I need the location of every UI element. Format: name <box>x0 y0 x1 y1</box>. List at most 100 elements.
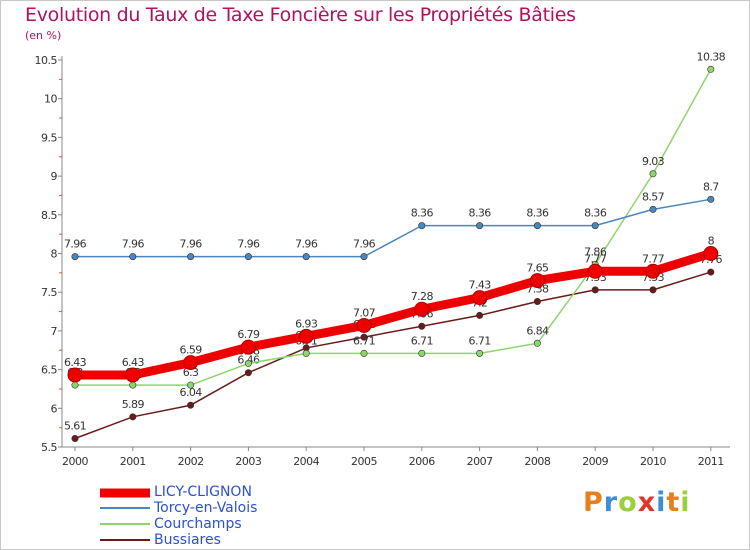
x-tick-label: 2000 <box>62 455 88 468</box>
data-point-licy-clignon <box>645 263 661 279</box>
data-label-torcy-en-valois: 8.36 <box>469 207 492 220</box>
data-point-bussiares <box>418 322 426 330</box>
legend-item-courchamps: Courchamps <box>100 516 257 532</box>
data-label-courchamps: 7.86 <box>584 245 607 258</box>
data-point-bussiares <box>649 286 657 294</box>
chart-title: Evolution du Taux de Taxe Foncière sur l… <box>25 4 576 26</box>
series-line-licy-clignon <box>75 249 713 380</box>
data-label-torcy-en-valois: 8.7 <box>703 180 719 193</box>
data-point-bussiares <box>591 286 599 294</box>
series-line-torcy-en-valois <box>75 198 711 258</box>
data-point-bussiares <box>476 311 484 319</box>
data-point-torcy-en-valois <box>591 222 599 230</box>
data-point-courchamps <box>360 349 368 357</box>
data-label-licy-clignon: 6.59 <box>180 344 203 357</box>
data-point-torcy-en-valois <box>129 253 137 261</box>
data-label-courchamps: 6.71 <box>469 334 491 347</box>
data-label-licy-clignon: 7.77 <box>584 252 607 265</box>
legend-label-bussiares: Bussiares <box>154 532 221 548</box>
data-label-torcy-en-valois: 8.36 <box>584 207 607 220</box>
legend-label-licy-clignon: LICY-CLIGNON <box>154 484 252 500</box>
data-label-bussiares: 5.89 <box>122 398 145 411</box>
data-label-bussiares: 6.04 <box>180 386 203 399</box>
data-label-courchamps: 10.38 <box>697 50 726 63</box>
x-tick-label: 2007 <box>467 455 493 468</box>
legend-label-torcy-en-valois: Torcy-en-Valois <box>154 500 258 516</box>
data-label-torcy-en-valois: 8.57 <box>642 190 665 203</box>
data-label-torcy-en-valois: 7.96 <box>237 238 260 251</box>
data-point-courchamps <box>418 349 426 357</box>
data-label-torcy-en-valois: 8.36 <box>526 207 549 220</box>
y-tick-label: 6.5 <box>41 364 57 377</box>
data-label-courchamps: 6.3 <box>183 366 199 379</box>
legend-item-bussiares: Bussiares <box>100 532 257 548</box>
x-tick-label: 2008 <box>524 455 550 468</box>
data-label-torcy-en-valois: 8.36 <box>411 207 434 220</box>
data-label-licy-clignon: 6.79 <box>237 328 260 341</box>
x-tick-label: 2005 <box>351 455 377 468</box>
data-point-torcy-en-valois <box>649 205 657 213</box>
data-point-licy-clignon <box>529 273 545 289</box>
data-point-courchamps <box>707 65 715 73</box>
proxiti-logo: Proxiti <box>583 487 691 518</box>
data-point-torcy-en-valois <box>418 222 426 230</box>
y-tick-label: 10.5 <box>35 54 58 67</box>
data-label-licy-clignon: 7.77 <box>642 252 665 265</box>
legend-swatch-courchamps <box>100 523 150 525</box>
data-point-bussiares <box>187 401 195 409</box>
x-tick-label: 2006 <box>409 455 435 468</box>
data-point-courchamps <box>244 359 252 367</box>
data-point-torcy-en-valois <box>533 222 541 230</box>
data-point-courchamps <box>649 170 657 178</box>
chart-subtitle: (en %) <box>25 29 62 42</box>
y-tick-label: 9.5 <box>41 131 57 144</box>
data-label-licy-clignon: 6.43 <box>122 356 145 369</box>
data-point-torcy-en-valois <box>244 253 252 261</box>
data-label-torcy-en-valois: 7.96 <box>64 238 87 251</box>
data-label-torcy-en-valois: 7.96 <box>122 238 145 251</box>
y-tick-label: 8.5 <box>41 209 57 222</box>
data-label-courchamps: 6.84 <box>526 324 549 337</box>
data-point-torcy-en-valois <box>707 195 715 203</box>
data-label-courchamps: 6.71 <box>353 334 375 347</box>
data-point-licy-clignon <box>703 246 719 261</box>
data-label-torcy-en-valois: 7.96 <box>353 238 376 251</box>
data-point-bussiares <box>533 297 541 305</box>
data-point-courchamps <box>476 349 484 357</box>
data-point-licy-clignon <box>356 317 372 333</box>
y-tick-label: 5.5 <box>41 441 57 454</box>
x-tick-label: 2001 <box>120 455 146 468</box>
data-point-bussiares <box>244 369 252 377</box>
data-label-licy-clignon: 7.07 <box>353 306 376 319</box>
legend-swatch-torcy-en-valois <box>100 507 150 509</box>
x-tick-label: 2011 <box>698 455 724 468</box>
data-label-licy-clignon: 6.43 <box>64 356 87 369</box>
data-label-licy-clignon: 7.28 <box>411 290 434 303</box>
legend-swatch-licy-clignon <box>100 488 150 498</box>
y-tick-label: 7 <box>51 325 58 338</box>
x-tick-label: 2009 <box>582 455 608 468</box>
data-label-courchamps: 9.03 <box>642 155 665 168</box>
legend-swatch-bussiares <box>100 539 150 541</box>
data-point-licy-clignon <box>67 367 83 383</box>
data-point-torcy-en-valois <box>476 222 484 230</box>
y-tick-label: 8 <box>51 248 58 261</box>
data-label-licy-clignon: 8 <box>708 235 715 248</box>
data-point-licy-clignon <box>183 355 199 371</box>
legend-label-courchamps: Courchamps <box>154 516 242 532</box>
data-label-licy-clignon: 7.65 <box>526 262 549 275</box>
data-point-licy-clignon <box>240 339 256 355</box>
data-label-licy-clignon: 7.43 <box>469 279 492 292</box>
data-point-licy-clignon <box>472 290 488 306</box>
data-point-licy-clignon <box>414 301 430 317</box>
data-point-licy-clignon <box>298 328 314 344</box>
data-point-torcy-en-valois <box>302 253 310 261</box>
legend: LICY-CLIGNON Torcy-en-Valois Courchamps … <box>100 484 257 548</box>
data-point-bussiares <box>707 268 715 276</box>
series-line-bussiares <box>74 271 712 440</box>
data-point-courchamps <box>71 381 79 389</box>
series-line-courchamps <box>75 68 712 386</box>
y-tick-label: 7.5 <box>41 286 57 299</box>
data-point-torcy-en-valois <box>71 253 79 261</box>
